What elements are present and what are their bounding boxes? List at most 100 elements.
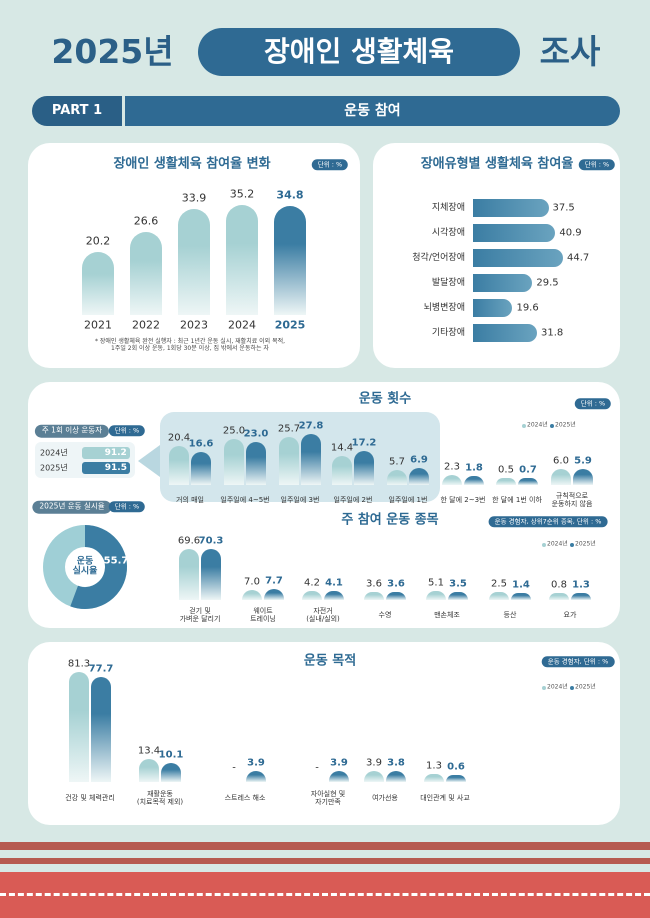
x-tick-label: 재활운동 (치료목적 제외): [136, 789, 184, 806]
part-label: PART 1: [32, 96, 122, 126]
value-label: 35.2: [229, 187, 255, 201]
x-tick-label: 2025: [274, 318, 306, 332]
value-label: 7.0: [244, 575, 260, 587]
bar: [301, 434, 321, 485]
value-label: 91.5: [104, 462, 127, 473]
bar: [442, 475, 462, 485]
bar: [91, 676, 111, 782]
y-tick-label: 2024년: [40, 448, 68, 458]
bar: [161, 763, 181, 782]
value-label: 3.6: [366, 577, 382, 589]
y-tick-label: 청각/언어장애: [412, 252, 465, 263]
bar: [518, 477, 538, 485]
x-tick-label: 스트레스 해소: [224, 793, 266, 802]
chart-title: 운동 횟수: [358, 391, 412, 407]
unit-label: 단위 : %: [574, 398, 612, 410]
bar: [82, 462, 130, 474]
title-suffix: 조사: [539, 32, 601, 71]
y-tick-label: 지체장애: [431, 202, 465, 213]
bar: [473, 224, 556, 242]
bar: [571, 593, 591, 600]
legend-dot: [542, 543, 546, 547]
value-label: 27.8: [298, 420, 324, 432]
y-tick-label: 뇌병변장애: [423, 302, 465, 313]
value-label: 33.9: [181, 191, 207, 205]
bar: [426, 590, 446, 600]
value-label: 69.6: [177, 535, 201, 547]
bar: [274, 206, 306, 315]
bar: [473, 274, 533, 292]
value-label: 0.6: [447, 761, 465, 773]
bar: [178, 209, 210, 315]
bar: [332, 455, 352, 485]
value-label: 2.3: [444, 461, 460, 473]
bar: [226, 205, 258, 315]
legend-label: 2024년: [547, 683, 568, 691]
x-tick-label: 일주일에 4~5번: [220, 495, 270, 504]
value-label: 10.1: [158, 749, 184, 761]
value-label: 20.2: [85, 234, 111, 248]
value-label: 1.3: [426, 760, 442, 772]
x-tick-label: 여가선용: [372, 793, 398, 802]
value-label: 5.7: [389, 456, 405, 468]
bar: [302, 591, 322, 600]
legend-label: 2025년: [575, 683, 596, 691]
x-tick-label: 한 달에 1번 이하: [492, 495, 542, 504]
bar: [329, 771, 349, 782]
value-label: 3.9: [247, 757, 265, 769]
value-label: 23.0: [243, 428, 269, 440]
value-label: 5.1: [428, 576, 444, 588]
value-label: 0.8: [551, 579, 567, 591]
x-tick-label: 2023: [180, 318, 208, 332]
bar: [473, 249, 563, 267]
x-tick-label: 2021: [84, 318, 112, 332]
fence-rail: [0, 858, 650, 864]
legend-dot: [570, 543, 574, 547]
value-label: 5.9: [574, 455, 592, 467]
value-label: 6.0: [553, 455, 569, 467]
y-tick-label: 발달장애: [431, 277, 465, 288]
legend-label: 2024년: [547, 540, 568, 548]
value-label: 4.1: [325, 577, 343, 589]
bar: [242, 589, 262, 600]
x-tick-label: 요가: [563, 610, 577, 619]
value-label: 25.7: [277, 423, 301, 435]
bar: [473, 199, 549, 217]
bar: [324, 591, 344, 600]
legend-label: 2024년: [527, 421, 548, 429]
bar: [387, 469, 407, 485]
x-tick-label: 일주일에 3번: [280, 495, 320, 504]
fence-rail: [0, 842, 650, 850]
bar: [386, 591, 406, 600]
bar: [409, 467, 429, 485]
value-label: 3.9: [366, 757, 382, 769]
bar: [69, 672, 89, 782]
bar: [464, 476, 484, 485]
chart-title: 장애인 생활체육 참여율 변화: [113, 156, 271, 172]
value-label: 3.8: [387, 757, 405, 769]
legend-dot: [542, 686, 546, 690]
x-tick-label: 대인관계 및 사교: [420, 793, 470, 802]
bar: [139, 758, 159, 782]
track-line: [0, 893, 650, 896]
y-tick-label: 시각장애: [431, 227, 465, 238]
bar: [551, 469, 571, 485]
value-label: 6.9: [410, 454, 428, 466]
bar: [364, 591, 384, 600]
bar: [191, 452, 211, 485]
value-label: 0.5: [498, 464, 514, 476]
legend-dot: [570, 686, 574, 690]
x-tick-label: 수영: [378, 610, 392, 619]
bar: [264, 589, 284, 600]
x-tick-label: 자아실현 및 자기만족: [310, 789, 346, 806]
bar: [169, 445, 189, 485]
x-tick-label: 거의 매일: [176, 495, 204, 504]
value-label: 55.7: [103, 555, 129, 567]
value-label: 91.2: [104, 447, 127, 458]
value-label: 0.7: [519, 464, 537, 476]
value-label: 14.4: [330, 441, 354, 453]
x-tick-label: 등산: [503, 610, 517, 619]
value-label: 1.8: [465, 462, 483, 474]
x-tick-label: 맨손체조: [434, 610, 460, 619]
value-label: 37.5: [552, 202, 575, 214]
